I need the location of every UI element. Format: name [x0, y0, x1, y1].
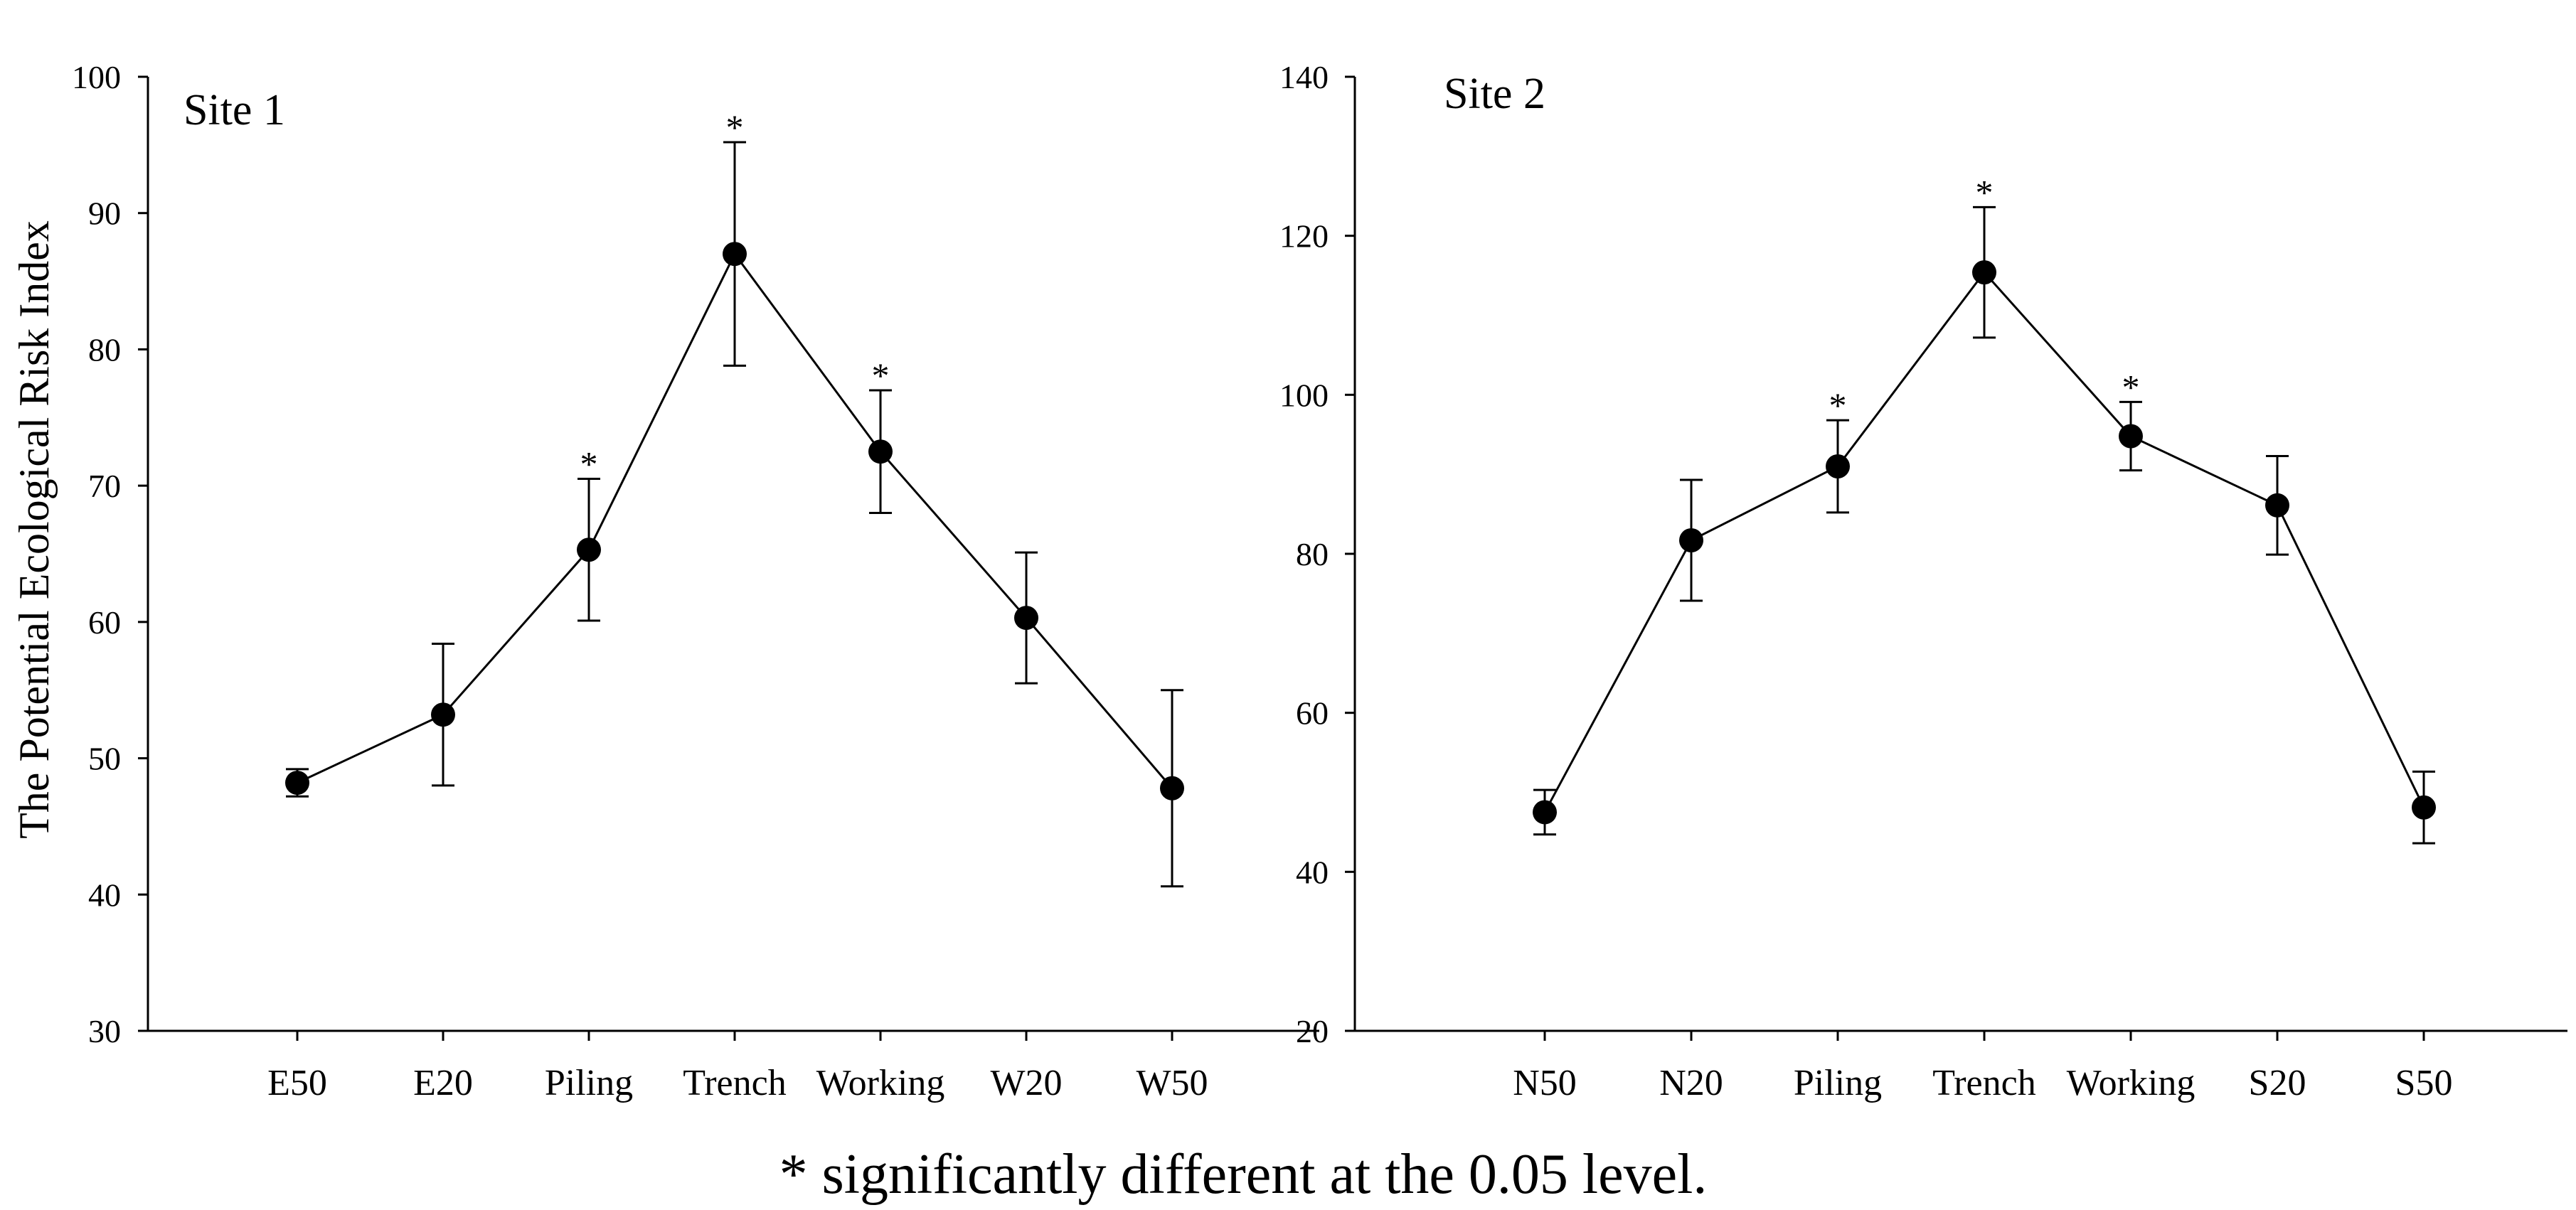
significance-marker: * [1976, 172, 1994, 212]
y-tick-label: 120 [1279, 218, 1329, 255]
data-point [285, 771, 309, 796]
data-point [1972, 260, 1996, 285]
y-tick-label: 40 [1296, 854, 1329, 890]
x-category-label: S20 [2249, 1063, 2306, 1103]
significance-marker: * [872, 355, 890, 395]
data-point [1160, 776, 1184, 801]
x-category-label: S50 [2395, 1063, 2453, 1103]
panel-title: Site 1 [183, 86, 285, 134]
x-category-label: Piling [1794, 1063, 1882, 1103]
data-point [577, 537, 601, 562]
y-tick-label: 140 [1279, 59, 1329, 95]
x-category-label: W50 [1136, 1063, 1208, 1103]
data-point [868, 439, 893, 464]
x-category-label: Trench [1932, 1063, 2035, 1103]
data-point [1014, 606, 1038, 631]
x-category-label: Piling [545, 1063, 633, 1103]
significance-marker: * [580, 444, 598, 484]
data-point [1533, 800, 1557, 825]
series-line [1543, 270, 2425, 813]
x-category-label: E50 [267, 1063, 327, 1103]
y-tick-label: 60 [1296, 695, 1329, 732]
significance-marker: * [726, 107, 744, 147]
x-category-label: Trench [683, 1063, 786, 1103]
chart-panel-site-2: Site 2 20 40 60 80 100 120 140 N50 N20 Piling Tren… [1279, 59, 2567, 1103]
y-tick-label: 80 [1296, 536, 1329, 572]
x-category-label: N50 [1513, 1063, 1577, 1103]
significance-marker: * [2122, 367, 2140, 407]
axis-frame [1353, 77, 2567, 1032]
significance-marker: * [1829, 385, 1847, 425]
y-tick-label: 50 [88, 741, 121, 777]
y-tick-label: 70 [88, 468, 121, 504]
panel-title: Site 2 [1444, 70, 1545, 118]
y-tick-label: 20 [1296, 1013, 1329, 1049]
data-point [2412, 795, 2436, 820]
y-tick-label: 80 [88, 331, 121, 368]
data-point [431, 702, 455, 727]
y-tick-label: 90 [88, 196, 121, 232]
data-point [2265, 493, 2289, 518]
x-category-label: W20 [990, 1063, 1062, 1103]
y-tick-label: 60 [88, 604, 121, 641]
x-category-label: Working [2067, 1063, 2196, 1103]
x-category-label: N20 [1659, 1063, 1723, 1103]
y-tick-label: 100 [72, 59, 121, 95]
y-tick-label: 100 [1279, 377, 1329, 413]
y-tick-label: 30 [88, 1013, 121, 1049]
x-category-label: E20 [413, 1063, 473, 1103]
data-point [1826, 454, 1850, 478]
y-tick-label: 40 [88, 877, 121, 913]
data-point [1679, 528, 1703, 552]
data-point [2119, 424, 2143, 449]
x-category-label: Working [816, 1063, 945, 1103]
significance-footnote: * significantly different at the 0.05 le… [779, 1143, 1708, 1206]
data-point [723, 242, 747, 267]
y-axis-label: The Potential Ecological Risk Index [11, 220, 58, 839]
chart-panel-site-1: Site 1 30 40 50 60 70 80 90 100 E50 E20 Piling Tren… [72, 59, 1319, 1103]
